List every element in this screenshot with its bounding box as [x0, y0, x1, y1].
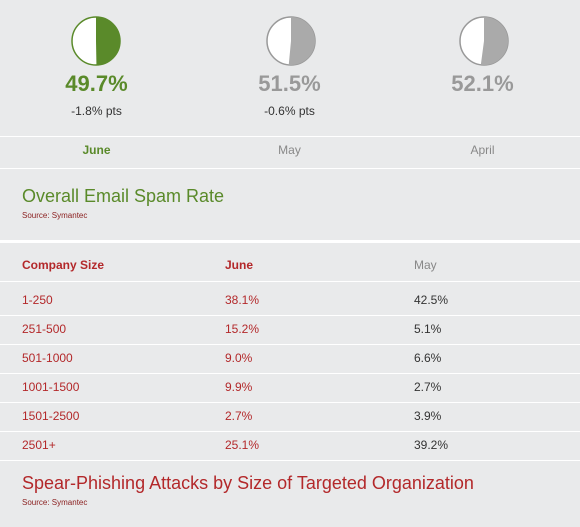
month-label-april: April: [470, 143, 495, 157]
column-header-june: June: [225, 258, 254, 272]
table-cell: 251-500: [22, 322, 67, 336]
month-column-may: 51.5% -0.6% pts May: [193, 0, 386, 168]
divider: [0, 136, 580, 137]
table-cell: 15.2%: [225, 322, 260, 336]
month-column-june: 49.7% -1.8% pts June: [0, 0, 193, 168]
pie-slice-april: [480, 16, 509, 65]
table-cell: 38.1%: [225, 293, 260, 307]
spear-phishing-title: Spear-Phishing Attacks by Size of Target…: [22, 473, 474, 493]
spear-phishing-panel: Company Size June May 1-250 38.1% 42.5% 251…: [0, 243, 580, 527]
column-header-may: May: [414, 258, 437, 272]
table-cell: 6.6%: [414, 351, 442, 365]
spam-rate-source: Source: Symantec: [22, 211, 88, 220]
table-cell: 5.1%: [414, 322, 442, 336]
table-cell: 39.2%: [414, 438, 449, 452]
table-cell: 2501+: [22, 438, 56, 452]
pie-slice-june: [96, 16, 121, 65]
spam-rate-value-april: 52.1%: [451, 71, 514, 96]
spam-rate-value-may: 51.5%: [258, 71, 321, 96]
column-header-company-size: Company Size: [22, 258, 105, 272]
table-cell: 501-1000: [22, 351, 73, 365]
spam-pie-april: [459, 16, 509, 66]
table-cell: 1001-1500: [22, 380, 80, 394]
table-cell: 42.5%: [414, 293, 449, 307]
month-column-april: 52.1% April: [386, 0, 579, 168]
row-divider: [0, 344, 580, 345]
row-divider: [0, 373, 580, 374]
table-cell: 25.1%: [225, 438, 260, 452]
spam-rate-value-june: 49.7%: [65, 71, 128, 96]
table-cell: 2.7%: [225, 409, 253, 423]
table-cell: 2.7%: [414, 380, 442, 394]
table-cell: 9.9%: [225, 380, 253, 394]
spam-rate-title: Overall Email Spam Rate: [22, 186, 225, 206]
row-divider: [0, 402, 580, 403]
month-label-may: May: [278, 143, 301, 157]
row-divider: [0, 460, 580, 461]
spam-rate-change-may: -0.6% pts: [264, 104, 315, 118]
table-cell: 1-250: [22, 293, 53, 307]
pie-slice-may: [288, 16, 316, 65]
row-divider: [0, 431, 580, 432]
divider: [0, 281, 580, 282]
table-cell: 1501-2500: [22, 409, 80, 423]
spam-pie-may: [266, 16, 316, 66]
month-label-june: June: [82, 143, 111, 157]
spear-phishing-source: Source: Symantec: [22, 498, 88, 507]
divider: [0, 168, 580, 169]
spam-rate-change-june: -1.8% pts: [71, 104, 122, 118]
table-cell: 9.0%: [225, 351, 253, 365]
spam-pie-june: [71, 16, 121, 66]
table-cell: 3.9%: [414, 409, 442, 423]
row-divider: [0, 315, 580, 316]
spam-rate-panel: 49.7% -1.8% pts June 51.5% -0.6% pts May…: [0, 0, 580, 240]
